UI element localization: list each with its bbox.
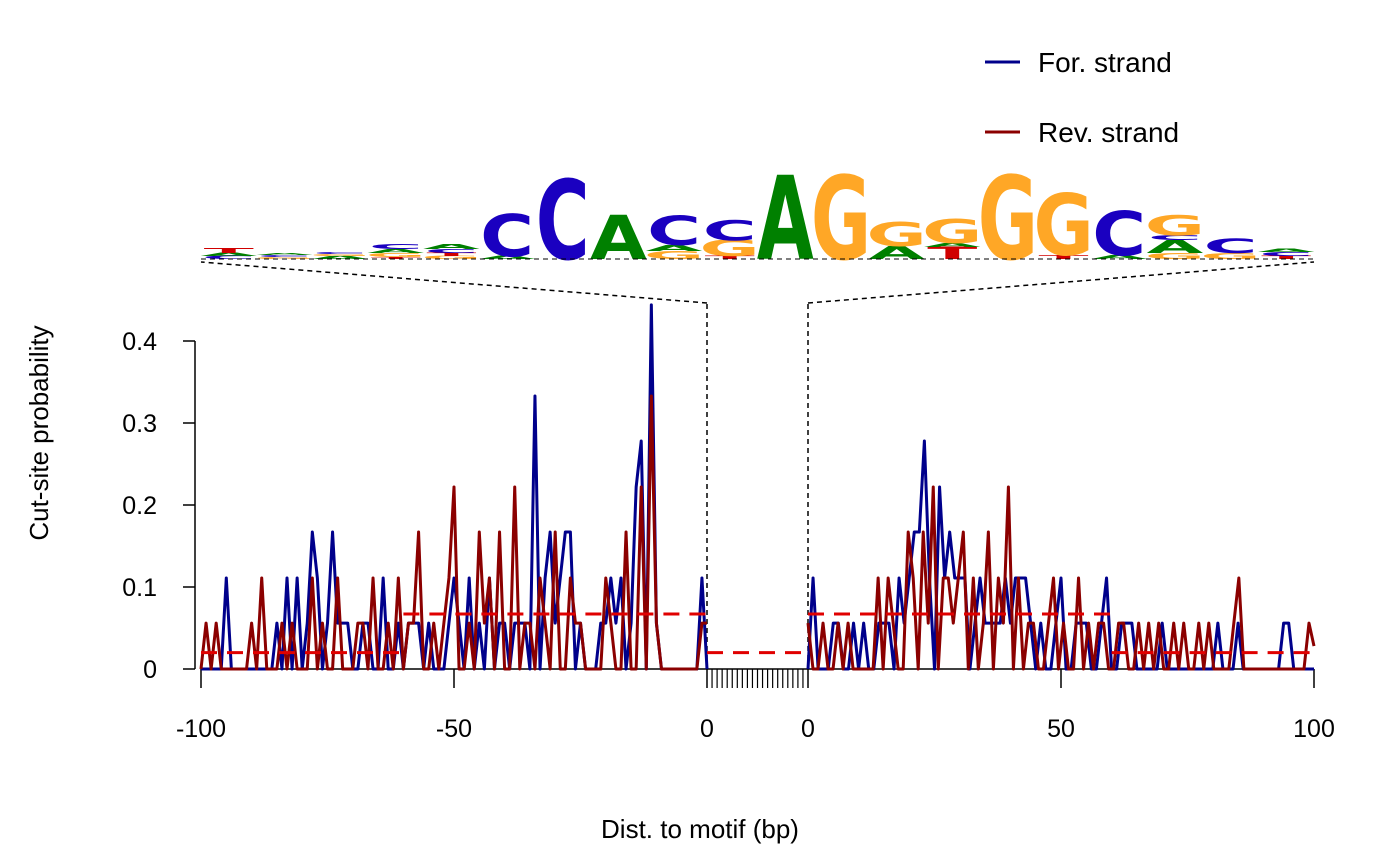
y-tick-label: 0.2 [122,492,157,520]
logo-letter-a: A [646,244,704,253]
series-lines [199,303,1316,671]
logo-letter-a: A [757,152,814,287]
logo-letter-a: A [479,255,536,260]
logo-letter-a: A [590,203,647,273]
logo-letter-t: T [426,252,477,257]
logo-letter-g: G [1145,252,1205,261]
logo-letter-a: A [367,248,425,254]
y-axis-title: Cut-site probability [24,325,54,540]
x-tick-label: -50 [436,715,472,743]
logo-letter-a: A [423,243,481,251]
logo-letter-g: G [866,216,926,254]
logo-letter-c: C [647,208,701,254]
logo-letter-g: G [366,252,426,258]
logo-letter-c: C [1092,199,1146,269]
motif-end-guide [807,261,1315,304]
logo-letter-c: C [313,252,367,255]
logo-letter-t: T [705,255,756,260]
logo-letter-c: C [1259,251,1313,257]
logo-letter-g: G [1145,210,1205,242]
logo-letter-t: T [1039,254,1090,260]
x-tick-label: 100 [1293,715,1335,743]
logo-letter-a: A [1091,254,1149,260]
logo-letter-a: A [868,242,926,263]
logo-letter-c: C [1148,234,1202,242]
logo-letter-g: G [421,255,481,260]
logo-letter-c: C [369,243,423,251]
logo-letter-t: T [371,257,422,260]
logo-letter-c: C [703,215,757,247]
logo-letter-g: G [310,254,370,257]
logo-letter-a: A [256,253,313,256]
motif-zoom-guides [200,261,1315,669]
x-tick-label: 50 [1047,715,1075,743]
logo-letter-c: C [1204,235,1258,258]
logo-letter-g: G [811,152,871,287]
legend: For. strand Rev. strand [985,47,1179,148]
logo-letter-t: T [1261,255,1312,260]
logo-letter-c: C [202,255,256,260]
y-tick-label: 0.1 [122,574,157,602]
legend-label: Rev. strand [1038,117,1179,148]
axes: 0 0.1 0.2 0.3 0.4 -100 -50 0 0 50 100 [122,328,1335,743]
logo-letter-a: A [312,255,369,260]
x-tick-label: 0 [801,715,815,743]
logo-letter-a: A [924,242,982,248]
logo-letter-c: C [480,203,534,270]
logo-letter-g: G [1200,252,1260,261]
logo-letter-g: G [254,257,314,260]
logo-letter-c: C [258,255,312,258]
logo-letter-t: T [204,247,255,255]
logo-letter-a: A [1146,236,1204,257]
y-tick-label: 0.4 [122,328,157,356]
x-axis-title: Dist. to motif (bp) [601,814,799,844]
x-tick-label: -100 [176,715,226,743]
logo-letter-a: A [1258,248,1315,253]
x-tick-label: 0 [700,715,714,743]
logo-letter-g: G [978,152,1038,287]
motif-start-guide [200,261,708,304]
logo-letter-g: G [700,236,760,261]
legend-label: For. strand [1038,47,1172,78]
logo-letter-a: A [200,252,257,257]
logo-letter-c: C [424,248,478,254]
rev-strand-line-downstream [806,485,1316,671]
y-tick-label: 0.3 [122,410,157,438]
logo-letter-c: C [536,157,590,285]
y-tick-label: 0 [143,656,157,684]
logo-letter-t: T [927,244,977,263]
logo-letter-g: G [922,213,982,251]
logo-letter-g: G [1033,176,1093,275]
